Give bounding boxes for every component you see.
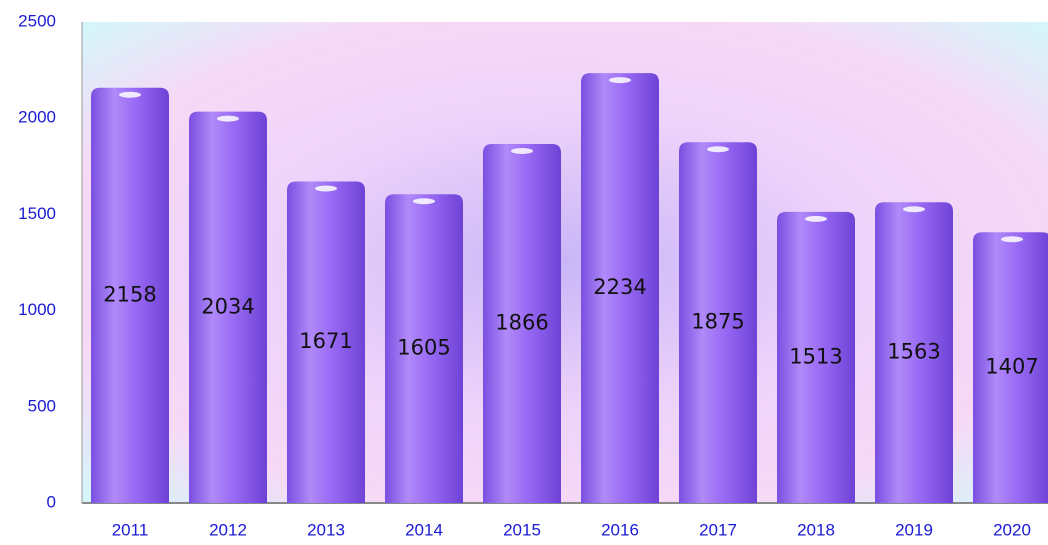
x-tick-label: 2013 — [307, 520, 345, 539]
value-label: 1563 — [887, 340, 940, 364]
bar — [189, 111, 267, 504]
bar-highlight — [119, 91, 141, 98]
bar-highlight — [609, 77, 631, 84]
value-label: 1513 — [789, 344, 842, 368]
value-label: 1866 — [495, 310, 548, 334]
bar — [581, 73, 659, 503]
bar-highlight — [413, 198, 435, 205]
x-tick-label: 2015 — [503, 520, 541, 539]
bar — [91, 87, 169, 504]
bar-highlight — [315, 185, 337, 192]
bar — [777, 211, 855, 503]
x-tick-label: 2014 — [405, 520, 443, 539]
x-tick-label: 2019 — [895, 520, 933, 539]
value-label: 1671 — [299, 329, 352, 353]
value-label: 2234 — [593, 275, 646, 299]
x-tick-label: 2018 — [797, 520, 835, 539]
value-label: 2158 — [103, 282, 156, 306]
bar-highlight — [805, 215, 827, 222]
bar-highlight — [903, 206, 925, 213]
bar — [483, 143, 561, 503]
x-tick-label: 2012 — [209, 520, 247, 539]
x-tick-label: 2020 — [993, 520, 1031, 539]
bar-highlight — [511, 147, 533, 154]
bar-highlight — [707, 146, 729, 153]
value-label: 1605 — [397, 336, 450, 360]
y-tick-label: 0 — [47, 492, 56, 511]
x-tick-label: 2011 — [112, 520, 149, 539]
x-tick-label: 2016 — [601, 520, 639, 539]
bar-highlight — [217, 115, 239, 122]
y-tick-label: 2500 — [18, 11, 56, 30]
y-tick-label: 2000 — [18, 108, 56, 127]
bar — [973, 232, 1048, 503]
value-label: 2034 — [201, 294, 254, 318]
bar — [385, 194, 463, 503]
bar-highlight — [1001, 236, 1023, 243]
x-tick-label: 2017 — [699, 520, 737, 539]
bar — [679, 142, 757, 503]
y-tick-label: 1000 — [18, 300, 56, 319]
bar — [875, 202, 953, 503]
value-label: 1407 — [985, 355, 1038, 379]
value-label: 1875 — [691, 310, 744, 334]
bar — [287, 181, 365, 503]
y-tick-label: 1500 — [18, 204, 56, 223]
y-tick-label: 500 — [28, 396, 56, 415]
